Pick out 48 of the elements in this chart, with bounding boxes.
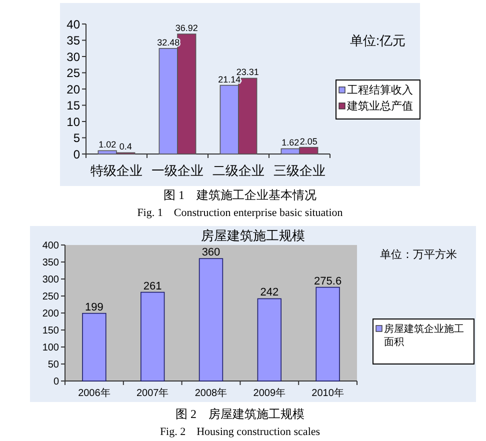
legend: 房屋建筑企业施工面积	[372, 318, 474, 364]
x-tick-label: 二级企业	[212, 163, 264, 178]
y-tick-label: 350	[42, 258, 60, 269]
y-tick-label: 0	[53, 376, 60, 388]
annotation: 图 1 建筑施工企业基本情况	[164, 188, 316, 202]
x-tick-label: 2008年	[194, 387, 228, 399]
y-tick-label: 20	[66, 82, 80, 96]
y-tick-label: 10	[66, 114, 80, 129]
y-tick-label: 300	[42, 274, 60, 286]
legend-label: 工程结算收入	[347, 84, 413, 97]
data-label: 199	[85, 301, 104, 314]
annotation: 单位:亿元	[350, 33, 406, 48]
y-tick-label: 15	[66, 98, 80, 113]
annotation: Fig. 2 Housing construction scales	[160, 426, 320, 438]
data-label: 360	[202, 246, 220, 259]
x-tick-label: 特级企业	[90, 163, 142, 178]
data-label: 275.6	[314, 275, 342, 288]
data-label: 2.05	[300, 136, 318, 146]
data-label: 1.62	[282, 138, 300, 148]
y-tick-label: 40	[66, 17, 80, 32]
title: 房屋建筑施工规模	[201, 228, 305, 243]
legend-label: 房屋建筑企业施工面积	[384, 322, 464, 348]
y-tick-label: 5	[73, 131, 80, 146]
y-tick-label: 400	[42, 240, 60, 252]
x-tick-label: 三级企业	[274, 163, 326, 178]
data-label: 242	[260, 286, 279, 299]
y-tick-label: 150	[42, 326, 60, 337]
x-tick-label: 一级企业	[152, 163, 204, 178]
legend-label: 建筑业总产值	[346, 100, 413, 113]
y-tick-label: 0	[73, 147, 80, 162]
y-tick-label: 25	[66, 66, 80, 80]
y-tick-label: 200	[42, 308, 60, 320]
x-tick-label: 2009年	[253, 387, 286, 399]
annotation: Fig. 1 Construction enterprise basic situation	[137, 207, 343, 219]
annotation: 单位：万平方米	[380, 249, 457, 261]
y-tick-label: 250	[42, 292, 60, 303]
data-label: 1.02	[98, 140, 116, 150]
x-tick-label: 2010年	[312, 387, 344, 399]
x-tick-label: 2006年	[78, 387, 110, 399]
y-tick-label: 30	[66, 50, 80, 64]
annotation: 图 2 房屋建筑施工规模	[176, 407, 304, 421]
y-tick-label: 100	[42, 342, 60, 354]
data-label: 36.92	[175, 23, 198, 33]
x-tick-label: 2007年	[136, 387, 169, 399]
data-label: 0.4	[119, 142, 132, 152]
y-tick-label: 50	[48, 360, 60, 371]
y-tick-label: 35	[66, 34, 80, 48]
data-label: 261	[143, 280, 162, 292]
